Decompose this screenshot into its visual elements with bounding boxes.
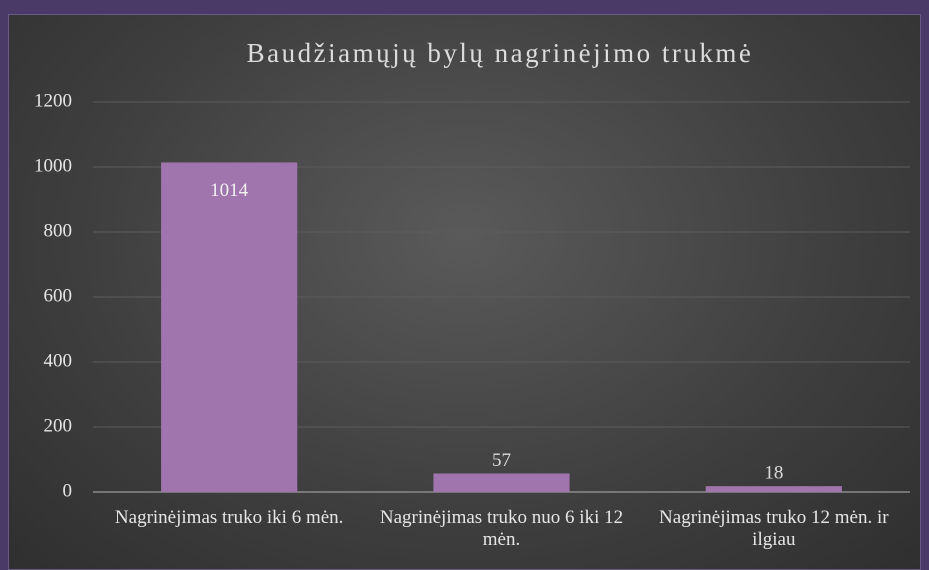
data-label: 57 — [492, 450, 511, 471]
bar — [433, 473, 570, 492]
y-tick-label: 800 — [44, 220, 73, 241]
data-label: 1014 — [210, 180, 249, 201]
x-tick-label: Nagrinėjimas truko iki 6 mėn. — [114, 507, 344, 528]
bar — [161, 162, 298, 492]
y-tick-label: 1000 — [34, 155, 72, 176]
y-tick-label: 400 — [44, 350, 73, 371]
x-tick-label: Nagrinėjimas truko nuo 6 iki 12 mėn. — [379, 507, 624, 550]
y-tick-label: 600 — [44, 285, 73, 306]
bar — [705, 486, 842, 492]
x-tick-label: Nagrinėjimas truko 12 mėn. ir ilgiau — [659, 507, 889, 550]
y-tick-label: 1200 — [34, 90, 72, 111]
y-tick-label: 0 — [63, 480, 73, 501]
chart-title: Baudžiamųjų bylų nagrinėjimo trukmė — [247, 38, 754, 68]
data-label: 18 — [764, 463, 783, 484]
y-tick-label: 200 — [44, 415, 73, 436]
